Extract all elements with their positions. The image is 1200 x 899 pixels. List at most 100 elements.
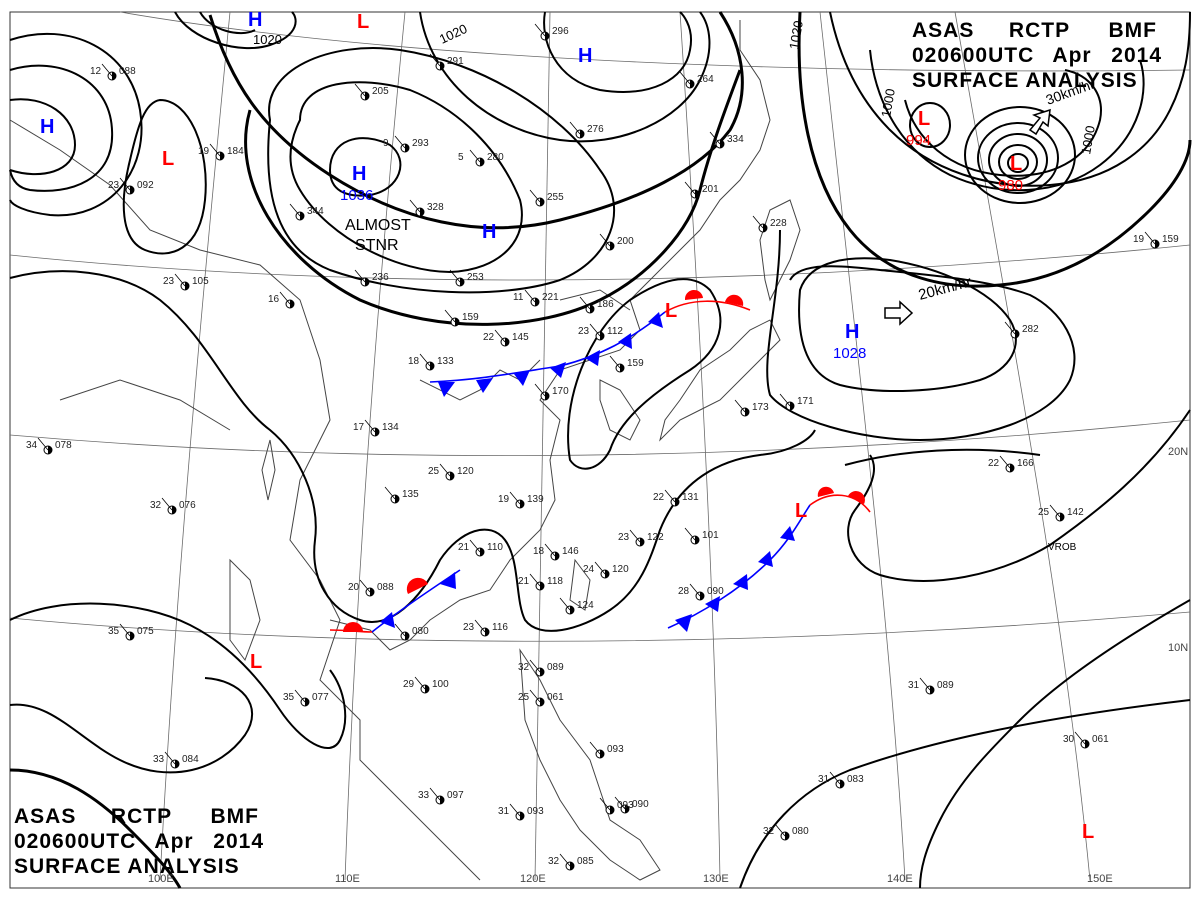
station-plot: 173 (734, 399, 769, 417)
cloud-cover-icon (570, 862, 574, 870)
station-plot: 31 083 (818, 771, 864, 789)
station-pressure: 078 (55, 440, 72, 451)
station-pressure: 133 (437, 356, 454, 367)
station-temperature: 23 (163, 276, 175, 287)
station-pressure: 253 (467, 272, 484, 283)
cloud-cover-icon (365, 278, 369, 286)
wind-barb-icon (119, 177, 131, 191)
station-pressure: 166 (1017, 458, 1034, 469)
station-plot: 159 (609, 355, 644, 373)
station-plot: 186 (579, 296, 614, 314)
station-pressure: 276 (587, 124, 604, 135)
cloud-cover-icon (1010, 464, 1014, 472)
cloud-cover-icon (185, 282, 189, 290)
isobar-label: 1020 (253, 32, 282, 47)
title-month: Apr (154, 830, 194, 853)
wind-barb-icon (429, 787, 441, 801)
stationary-note: STNR (355, 237, 399, 254)
title-code: BMF (210, 805, 259, 828)
station-temperature: 11 (513, 292, 524, 303)
wind-barb-icon (119, 623, 131, 637)
station-plot: 093 (599, 797, 634, 815)
station-temperature: 5 (458, 152, 464, 163)
station-temperature: 23 (108, 180, 120, 191)
station-pressure: 291 (447, 56, 464, 67)
station-temperature: 28 (678, 586, 690, 597)
cloud-cover-icon (480, 158, 484, 166)
cloud-cover-icon (625, 805, 629, 813)
wind-barb-icon (209, 143, 221, 157)
station-plot: 23 116 (463, 619, 508, 637)
wind-barb-icon (161, 497, 173, 511)
station-pressure: 088 (377, 582, 394, 593)
station-plot: 334 (709, 131, 744, 149)
title-subtitle: SURFACE ANALYSIS (912, 69, 1138, 92)
cloud-cover-icon (695, 190, 699, 198)
cloud-cover-icon (455, 318, 459, 326)
motion-arrow-icon (1028, 108, 1051, 136)
wind-barb-icon (679, 71, 691, 85)
high-pressure-center: H (352, 163, 366, 185)
station-plot: 236 (354, 269, 389, 287)
warm-front (809, 494, 871, 513)
latitude-label: 20N (1168, 446, 1188, 458)
station-pressure: 139 (527, 494, 544, 505)
station-temperature: 30 (1063, 734, 1075, 745)
station-temperature: 19 (1133, 234, 1145, 245)
cloud-cover-icon (540, 698, 544, 706)
station-plot: 18 146 (533, 543, 579, 561)
wind-barb-icon (1049, 504, 1061, 518)
station-plot: 22 145 (483, 329, 529, 347)
wind-barb-icon (354, 269, 366, 283)
wind-barb-icon (279, 291, 291, 305)
cloud-cover-icon (610, 806, 614, 814)
station-pressure: 134 (382, 422, 399, 433)
wind-barb-icon (829, 771, 841, 785)
station-pressure: 061 (547, 692, 564, 703)
wind-barb-icon (174, 273, 186, 287)
longitude-label: 130E (703, 873, 729, 885)
station-temperature: 22 (483, 332, 495, 343)
wind-barb-icon (774, 823, 786, 837)
station-temperature: 33 (153, 754, 165, 765)
station-pressure: 236 (372, 272, 389, 283)
motion-arrows (884, 108, 1051, 326)
high-pressure-center: H (845, 321, 859, 343)
wind-barb-icon (529, 189, 541, 203)
high-pressure-center: H (578, 45, 592, 67)
station-plot: 31 093 (498, 803, 544, 821)
station-temperature: 34 (26, 440, 38, 451)
station-pressure: 089 (937, 680, 954, 691)
cloud-cover-icon (305, 698, 309, 706)
station-plot: 5 280 (458, 149, 504, 167)
station-pressure: 145 (512, 332, 529, 343)
isobar-label: 1000 (1078, 124, 1098, 155)
station-pressure: 159 (462, 312, 479, 323)
station-plot: 23 122 (618, 529, 664, 547)
station-pressure: 293 (412, 138, 429, 149)
wind-barb-icon (524, 289, 536, 303)
station-pressure: 159 (627, 358, 644, 369)
station-temperature: 31 (908, 680, 920, 691)
warm-front-semicircles (343, 289, 865, 632)
title-code: BMF (1108, 19, 1157, 42)
wind-barb-icon (444, 309, 456, 323)
station-temperature: 31 (818, 774, 830, 785)
cloud-cover-icon (580, 130, 584, 138)
station-plot: 16 (268, 291, 295, 309)
cloud-cover-icon (570, 606, 574, 614)
station-pressure: 088 (119, 66, 136, 77)
cloud-cover-icon (605, 570, 609, 578)
high-pressure-center: H (40, 116, 54, 138)
wind-barb-icon (779, 393, 791, 407)
station-pressure: 334 (727, 134, 744, 145)
pressure-center-value: 1036 (340, 187, 373, 204)
station-temperature: 23 (618, 532, 630, 543)
title-code: ASAS (14, 805, 77, 828)
station-plot: 31 089 (908, 677, 954, 695)
station-pressure: 080 (792, 826, 809, 837)
cloud-cover-icon (112, 72, 116, 80)
station-plot: 35 075 (108, 623, 154, 641)
station-temperature: 22 (988, 458, 1000, 469)
station-temperature: 32 (150, 500, 162, 511)
